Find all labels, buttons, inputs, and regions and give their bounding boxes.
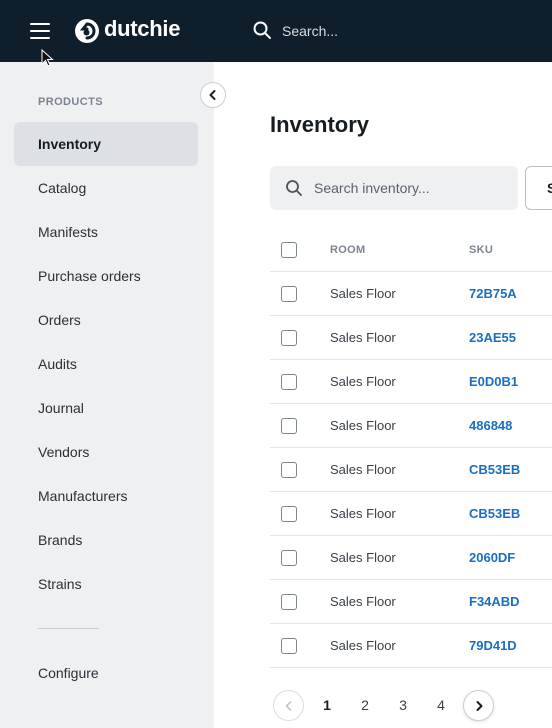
row-checkbox[interactable] xyxy=(281,550,297,566)
sku-link[interactable]: 72B75A xyxy=(469,286,517,301)
page-4-button[interactable]: 4 xyxy=(437,697,445,713)
room-cell: Sales Floor xyxy=(330,638,396,653)
toolbar-button[interactable]: S xyxy=(525,166,552,210)
sidebar-item-manufacturers[interactable]: Manufacturers xyxy=(38,488,128,504)
search-icon xyxy=(253,21,271,39)
row-checkbox[interactable] xyxy=(281,462,297,478)
page-title: Inventory xyxy=(270,112,370,137)
room-cell: Sales Floor xyxy=(330,462,396,477)
row-checkbox[interactable] xyxy=(281,594,297,610)
row-checkbox[interactable] xyxy=(281,506,297,522)
column-header-sku[interactable]: SKU xyxy=(469,244,494,256)
row-checkbox[interactable] xyxy=(281,374,297,390)
sidebar-item-strains[interactable]: Strains xyxy=(38,576,82,592)
menu-icon[interactable] xyxy=(28,19,52,43)
chevron-right-icon xyxy=(476,701,483,711)
room-cell: Sales Floor xyxy=(330,374,396,389)
column-header-room[interactable]: ROOM xyxy=(330,244,366,256)
main-content: Inventory S ROOM SKU Sales Floor 72B75A … xyxy=(214,62,552,728)
table-row[interactable]: Sales Floor 79D41D xyxy=(270,624,552,668)
table-row[interactable]: Sales Floor 23AE55 xyxy=(270,316,552,360)
sidebar-item-vendors[interactable]: Vendors xyxy=(38,444,90,460)
table-row[interactable]: Sales Floor CB53EB xyxy=(270,448,552,492)
collapse-sidebar-button[interactable] xyxy=(200,82,226,108)
search-icon xyxy=(286,180,302,196)
sku-link[interactable]: E0D0B1 xyxy=(469,374,519,389)
pagination: 1 2 3 4 xyxy=(214,682,552,728)
room-cell: Sales Floor xyxy=(330,286,396,301)
room-cell: Sales Floor xyxy=(330,550,396,565)
inventory-table: ROOM SKU Sales Floor 72B75A Sales Floor … xyxy=(270,228,552,688)
inventory-search-input[interactable] xyxy=(314,178,504,198)
row-checkbox[interactable] xyxy=(281,638,297,654)
page-1-button[interactable]: 1 xyxy=(323,697,331,713)
inventory-search[interactable] xyxy=(270,166,518,210)
row-checkbox[interactable] xyxy=(281,330,297,346)
room-cell: Sales Floor xyxy=(330,418,396,433)
sidebar-item-orders[interactable]: Orders xyxy=(38,312,81,328)
sidebar-section-label: PRODUCTS xyxy=(38,96,103,108)
sku-link[interactable]: F34ABD xyxy=(469,594,520,609)
select-all-checkbox[interactable] xyxy=(281,242,297,258)
dutchie-logo-icon xyxy=(75,19,99,43)
room-cell: Sales Floor xyxy=(330,330,396,345)
next-page-button[interactable] xyxy=(463,690,494,721)
table-row[interactable]: Sales Floor 486848 xyxy=(270,404,552,448)
table-row[interactable]: Sales Floor CB53EB xyxy=(270,492,552,536)
room-cell: Sales Floor xyxy=(330,594,396,609)
sidebar-divider xyxy=(38,628,99,629)
sidebar-item-configure[interactable]: Configure xyxy=(38,665,99,681)
table-row[interactable]: Sales Floor F34ABD xyxy=(270,580,552,624)
sku-link[interactable]: 79D41D xyxy=(469,638,517,653)
top-bar: dutchie xyxy=(0,0,552,62)
sidebar: PRODUCTS Inventory Catalog Manifests Pur… xyxy=(0,62,214,728)
room-cell: Sales Floor xyxy=(330,506,396,521)
brand-name[interactable]: dutchie xyxy=(104,16,181,41)
table-header-row: ROOM SKU xyxy=(270,228,552,272)
page-2-button[interactable]: 2 xyxy=(361,697,369,713)
sku-link[interactable]: 486848 xyxy=(469,418,513,433)
mouse-cursor-icon xyxy=(41,49,54,67)
sidebar-item-journal[interactable]: Journal xyxy=(38,400,84,416)
chevron-left-icon xyxy=(209,90,216,100)
table-row[interactable]: Sales Floor 2060DF xyxy=(270,536,552,580)
sidebar-item-inventory[interactable]: Inventory xyxy=(14,122,198,166)
page-3-button[interactable]: 3 xyxy=(399,697,407,713)
sidebar-item-audits[interactable]: Audits xyxy=(38,356,77,372)
sku-link[interactable]: 23AE55 xyxy=(469,330,516,345)
row-checkbox[interactable] xyxy=(281,286,297,302)
sku-link[interactable]: 2060DF xyxy=(469,550,516,565)
previous-page-button xyxy=(273,690,304,721)
row-checkbox[interactable] xyxy=(281,418,297,434)
sidebar-item-catalog[interactable]: Catalog xyxy=(38,180,87,196)
sidebar-item-manifests[interactable]: Manifests xyxy=(38,224,98,240)
sku-link[interactable]: CB53EB xyxy=(469,462,521,477)
sidebar-item-brands[interactable]: Brands xyxy=(38,532,83,548)
table-row[interactable]: Sales Floor 72B75A xyxy=(270,272,552,316)
global-search-input[interactable] xyxy=(282,21,482,41)
sku-link[interactable]: CB53EB xyxy=(469,506,521,521)
sidebar-item-purchase-orders[interactable]: Purchase orders xyxy=(38,268,141,284)
table-row[interactable]: Sales Floor E0D0B1 xyxy=(270,360,552,404)
chevron-left-icon xyxy=(285,701,292,711)
